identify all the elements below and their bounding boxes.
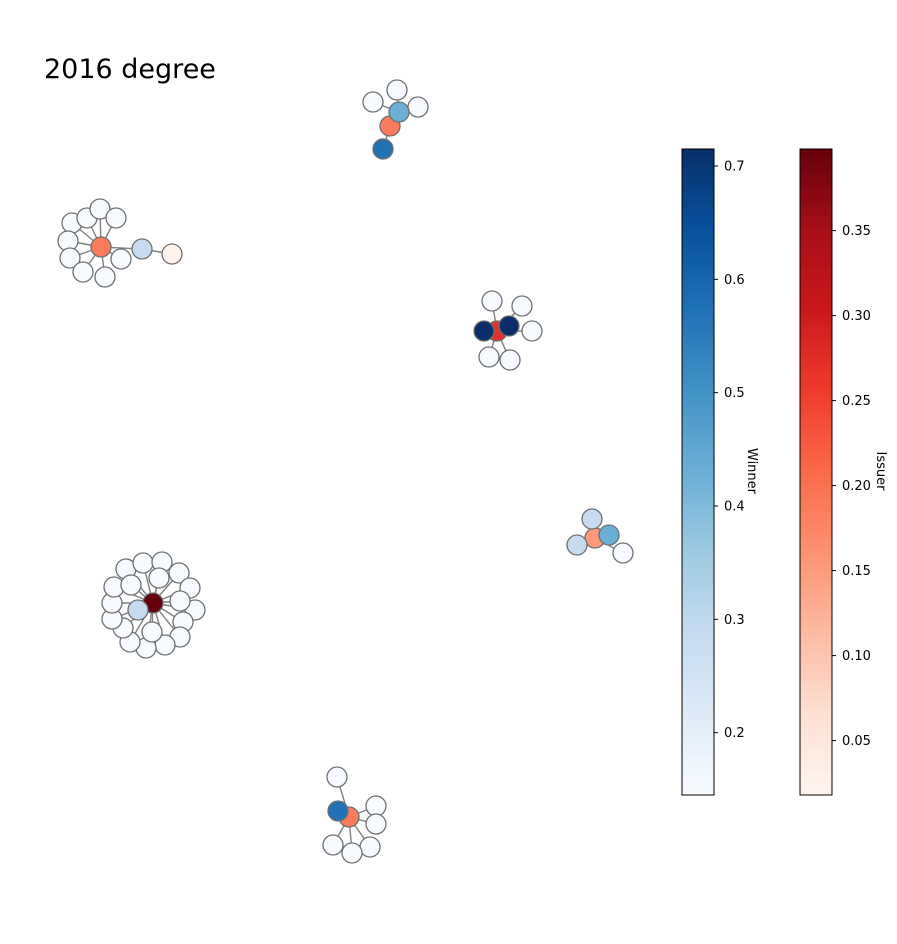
network-edges [67, 89, 624, 854]
leaf-node [521, 320, 543, 342]
colored-node [161, 243, 183, 265]
winner-colorbar-ticks: 0.2 0.3 0.4 0.5 0.6 0.7 [714, 160, 745, 741]
issuer-colorbar: 0.05 0.10 0.15 0.20 0.25 0.30 0.35 Issuer [799, 148, 888, 796]
figure-title: 2016 degree [44, 54, 216, 85]
issuer-tick-label: 0.20 [842, 479, 871, 494]
leaf-node [141, 621, 163, 643]
leaf-node [72, 261, 94, 283]
leaf-node [481, 290, 503, 312]
colored-node [372, 138, 394, 160]
colored-node [131, 238, 153, 260]
leaf-node [132, 552, 154, 574]
leaf-node [120, 574, 142, 596]
winner-tick-label: 0.7 [724, 160, 745, 175]
colored-node [388, 101, 410, 123]
leaf-node [169, 590, 191, 612]
leaf-node [478, 346, 500, 368]
leaf-node [322, 834, 344, 856]
colored-node [327, 800, 349, 822]
leaf-node [499, 349, 521, 371]
leaf-node [511, 295, 533, 317]
leaf-node [105, 207, 127, 229]
leaf-node [59, 247, 81, 269]
winner-tick-label: 0.3 [724, 613, 745, 628]
colored-node [498, 315, 520, 337]
colored-node [127, 599, 149, 621]
issuer-tick-label: 0.25 [842, 394, 871, 409]
winner-tick-label: 0.4 [724, 500, 745, 515]
winner-colorbar: 0.2 0.3 0.4 0.5 0.6 0.7 Winner [681, 148, 759, 796]
leaf-node [359, 836, 381, 858]
colored-node [581, 508, 603, 530]
leaf-node [341, 842, 363, 864]
colored-node [566, 534, 588, 556]
winner-tick-label: 0.2 [724, 726, 745, 741]
winner-colorbar-label: Winner [744, 448, 759, 495]
leaf-node [168, 562, 190, 584]
colored-node [473, 320, 495, 342]
leaf-node [89, 198, 111, 220]
issuer-tick-label: 0.30 [842, 309, 871, 324]
leaf-node [326, 766, 348, 788]
issuer-tick-label: 0.35 [842, 224, 871, 239]
leaf-node [110, 248, 132, 270]
issuer-colorbar-gradient [799, 148, 833, 796]
leaf-node [386, 79, 408, 101]
issuer-tick-label: 0.15 [842, 564, 871, 579]
issuer-tick-label: 0.05 [842, 734, 871, 749]
issuer-colorbar-label: Issuer [873, 452, 888, 492]
winner-tick-label: 0.5 [724, 386, 745, 401]
colored-node [598, 524, 620, 546]
issuer-colorbar-ticks: 0.05 0.10 0.15 0.20 0.25 0.30 0.35 [832, 224, 871, 749]
leaf-node [612, 542, 634, 564]
winner-tick-label: 0.6 [724, 273, 745, 288]
leaf-node [365, 813, 387, 835]
leaf-node [365, 795, 387, 817]
leaf-node [362, 91, 384, 113]
network-nodes [57, 79, 634, 864]
leaf-node [148, 567, 170, 589]
leaf-node [94, 266, 116, 288]
leaf-node [407, 96, 429, 118]
hub-node [90, 236, 112, 258]
issuer-tick-label: 0.10 [842, 649, 871, 664]
winner-colorbar-gradient [681, 148, 715, 796]
